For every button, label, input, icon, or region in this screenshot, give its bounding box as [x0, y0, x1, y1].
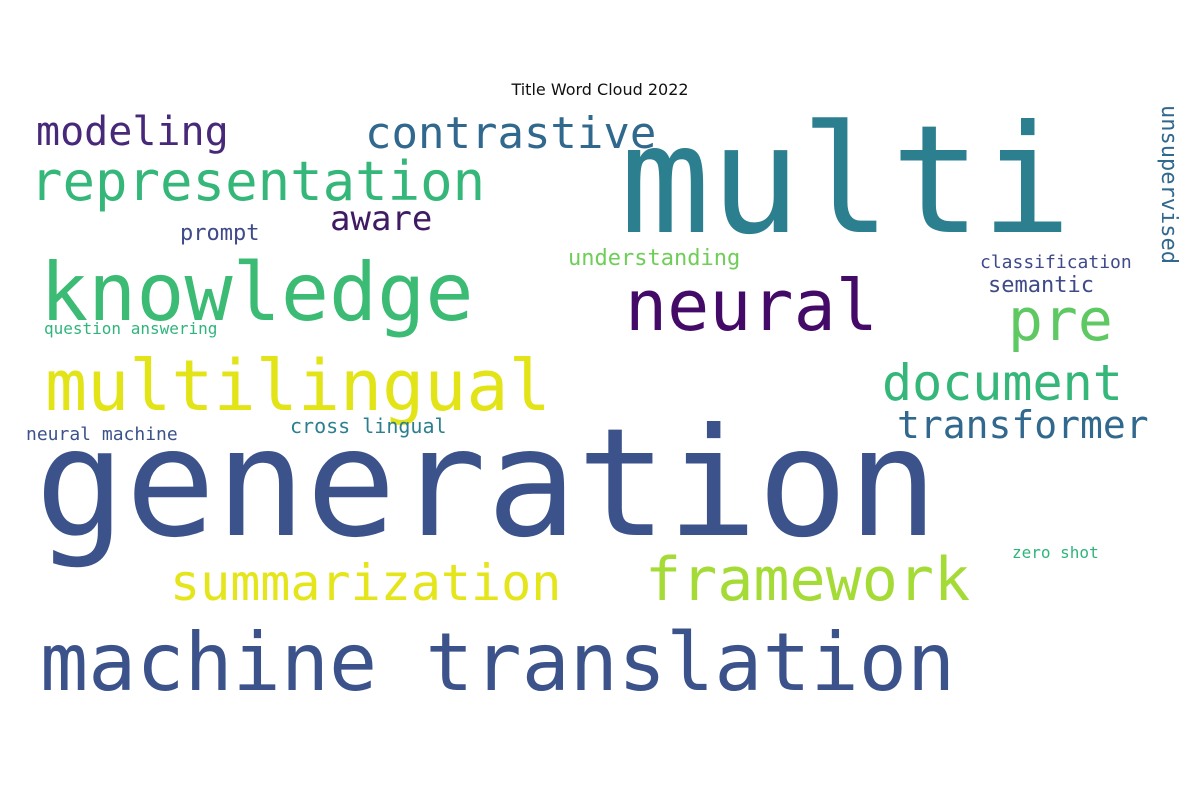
cloud-word: cross lingual [290, 414, 447, 438]
cloud-word: summarization [170, 554, 561, 612]
cloud-word: contrastive [365, 108, 656, 159]
cloud-word: neural machine [26, 424, 178, 445]
cloud-word: semantic [988, 273, 1094, 298]
cloud-word: multi [620, 94, 1072, 268]
cloud-word: representation [30, 150, 485, 213]
cloud-word: transformer [897, 403, 1149, 447]
cloud-word: machine translation [40, 616, 955, 709]
cloud-word: framework [645, 545, 970, 615]
cloud-word: classification [980, 252, 1132, 273]
cloud-word: unsupervised [1156, 105, 1181, 264]
cloud-word: neural [625, 265, 878, 347]
cloud-word: modeling [36, 109, 229, 155]
cloud-word: aware [330, 199, 432, 239]
cloud-word: document [882, 354, 1123, 412]
cloud-word: prompt [180, 221, 259, 246]
cloud-word: pre [1008, 286, 1113, 354]
cloud-word: understanding [568, 246, 740, 271]
cloud-word: multilingual [45, 345, 551, 427]
chart-title: Title Word Cloud 2022 [511, 80, 689, 99]
word-cloud-words: generation multi machine translation knowle… [26, 94, 1181, 709]
cloud-word: generation [35, 397, 938, 571]
cloud-word: knowledge [40, 246, 473, 339]
cloud-word: zero shot [1012, 543, 1099, 562]
cloud-word: question answering [44, 319, 217, 338]
